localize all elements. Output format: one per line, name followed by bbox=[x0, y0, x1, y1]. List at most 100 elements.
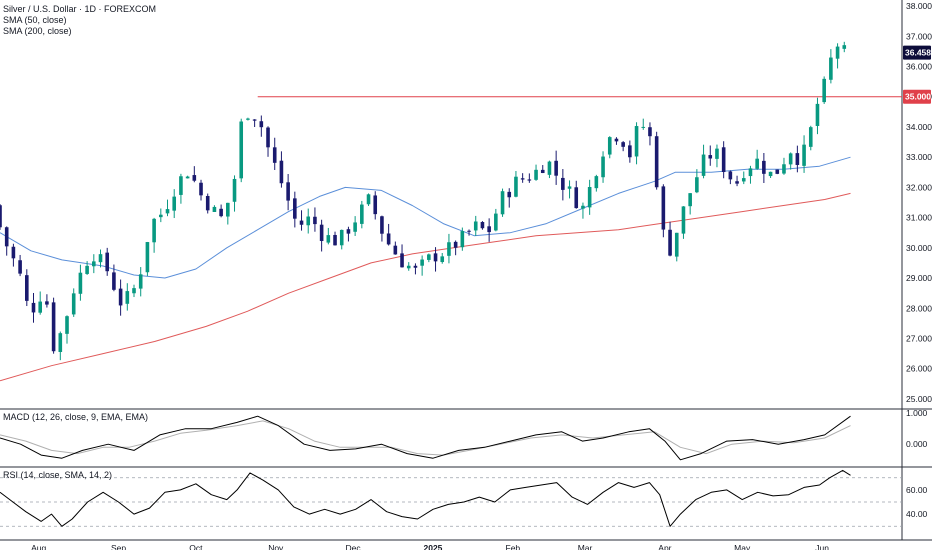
candle-up[interactable] bbox=[822, 78, 826, 103]
candle-down[interactable] bbox=[480, 222, 485, 229]
candle-down[interactable] bbox=[266, 127, 270, 148]
candle-down[interactable] bbox=[708, 155, 713, 159]
candle-up[interactable] bbox=[212, 206, 217, 212]
candle-up[interactable] bbox=[534, 169, 538, 180]
candle-up[interactable] bbox=[98, 254, 103, 263]
candle-down[interactable] bbox=[373, 195, 378, 215]
candle-up[interactable] bbox=[802, 144, 806, 166]
candle-up[interactable] bbox=[547, 161, 552, 175]
candle-down[interactable] bbox=[45, 301, 49, 305]
candle-down[interactable] bbox=[380, 216, 384, 234]
candle-down[interactable] bbox=[25, 275, 29, 301]
candle-down[interactable] bbox=[668, 229, 672, 256]
candle-up[interactable] bbox=[835, 46, 840, 59]
candle-down[interactable] bbox=[775, 169, 780, 174]
candle-up[interactable] bbox=[246, 118, 250, 120]
candle-up[interactable] bbox=[447, 242, 451, 256]
candle-up[interactable] bbox=[226, 202, 230, 217]
candle-down[interactable] bbox=[735, 181, 739, 184]
candle-down[interactable] bbox=[487, 226, 491, 233]
candle-up[interactable] bbox=[65, 316, 69, 334]
candle-down[interactable] bbox=[648, 127, 652, 137]
candle-up[interactable] bbox=[172, 196, 177, 211]
candle-up[interactable] bbox=[58, 333, 63, 352]
candle-up[interactable] bbox=[674, 232, 679, 257]
candle-up[interactable] bbox=[460, 231, 465, 248]
candle-up[interactable] bbox=[138, 274, 143, 289]
candle-down[interactable] bbox=[661, 186, 666, 230]
candle-up[interactable] bbox=[71, 293, 76, 315]
candle-up[interactable] bbox=[165, 209, 170, 214]
candle-down[interactable] bbox=[507, 191, 512, 198]
candle-down[interactable] bbox=[400, 253, 404, 268]
candle-down[interactable] bbox=[333, 234, 337, 246]
candle-up[interactable] bbox=[306, 216, 311, 226]
candle-up[interactable] bbox=[152, 218, 156, 243]
candle-down[interactable] bbox=[721, 147, 726, 173]
candle-up[interactable] bbox=[815, 103, 820, 126]
candle-up[interactable] bbox=[601, 156, 605, 178]
candle-up[interactable] bbox=[715, 148, 719, 159]
candle-up[interactable] bbox=[353, 222, 357, 232]
candle-up[interactable] bbox=[406, 265, 411, 269]
candle-down[interactable] bbox=[654, 136, 659, 188]
candle-up[interactable] bbox=[607, 137, 612, 155]
candle-up[interactable] bbox=[688, 193, 692, 207]
candle-down[interactable] bbox=[540, 169, 545, 174]
candle-up[interactable] bbox=[681, 206, 686, 234]
candle-up[interactable] bbox=[239, 121, 244, 179]
candle-down[interactable] bbox=[11, 246, 16, 259]
candle-down[interactable] bbox=[520, 178, 525, 180]
candle-down[interactable] bbox=[393, 245, 398, 255]
candle-down[interactable] bbox=[433, 253, 438, 262]
candle-down[interactable] bbox=[4, 227, 9, 247]
candle-up[interactable] bbox=[808, 127, 813, 147]
macd-pane[interactable] bbox=[0, 415, 851, 461]
candle-down[interactable] bbox=[762, 160, 766, 174]
rsi-pane[interactable] bbox=[0, 469, 902, 527]
candle-down[interactable] bbox=[286, 182, 290, 201]
candle-up[interactable] bbox=[473, 221, 478, 231]
candle-down[interactable] bbox=[561, 177, 565, 190]
candle-up[interactable] bbox=[145, 242, 150, 273]
candle-up[interactable] bbox=[587, 186, 592, 208]
candle-down[interactable] bbox=[319, 224, 324, 242]
candle-up[interactable] bbox=[494, 213, 498, 231]
candle-down[interactable] bbox=[628, 145, 632, 158]
candle-down[interactable] bbox=[252, 119, 257, 121]
candle-up[interactable] bbox=[748, 168, 753, 177]
candle-down[interactable] bbox=[105, 252, 110, 272]
candle-up[interactable] bbox=[842, 45, 847, 49]
candle-up[interactable] bbox=[782, 164, 786, 174]
candle-down[interactable] bbox=[346, 229, 351, 234]
candle-down[interactable] bbox=[31, 302, 36, 313]
candle-down[interactable] bbox=[272, 147, 277, 163]
candle-up[interactable] bbox=[567, 186, 572, 189]
candle-up[interactable] bbox=[701, 154, 706, 176]
candle-up[interactable] bbox=[326, 235, 331, 243]
candle-down[interactable] bbox=[205, 195, 210, 211]
candle-up[interactable] bbox=[594, 176, 599, 189]
candle-down[interactable] bbox=[112, 272, 116, 290]
candle-up[interactable] bbox=[125, 291, 130, 304]
candle-up[interactable] bbox=[741, 178, 746, 182]
candle-up[interactable] bbox=[92, 261, 96, 267]
candle-up[interactable] bbox=[132, 288, 136, 294]
candle-down[interactable] bbox=[621, 142, 625, 147]
candle-up[interactable] bbox=[360, 204, 364, 224]
price-pane[interactable] bbox=[0, 41, 902, 382]
candle-down[interactable] bbox=[219, 208, 223, 217]
candle-down[interactable] bbox=[795, 153, 800, 165]
candle-down[interactable] bbox=[299, 220, 304, 225]
candle-up[interactable] bbox=[366, 194, 371, 205]
candle-up[interactable] bbox=[440, 256, 445, 263]
candle-down[interactable] bbox=[192, 175, 197, 181]
candle-up[interactable] bbox=[85, 265, 89, 274]
candle-up[interactable] bbox=[78, 272, 83, 294]
candle-up[interactable] bbox=[427, 254, 431, 260]
candle-up[interactable] bbox=[339, 229, 344, 246]
candle-up[interactable] bbox=[514, 176, 518, 197]
candle-down[interactable] bbox=[413, 265, 418, 268]
candle-up[interactable] bbox=[420, 259, 424, 266]
